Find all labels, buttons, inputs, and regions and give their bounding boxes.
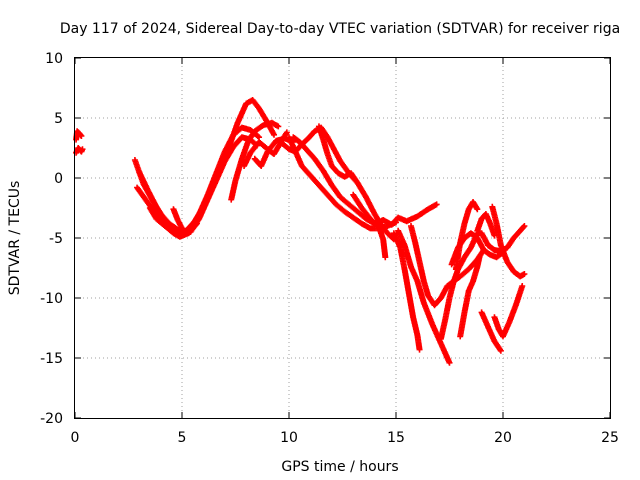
data-point bbox=[179, 225, 185, 232]
series-prn-o bbox=[350, 191, 389, 261]
y-tick-label: 5 bbox=[54, 111, 63, 127]
axis-ticks: 0 5 10 15 20 25 -20 -15 -10 -5 0 5 10 bbox=[40, 51, 619, 446]
series-prn-f bbox=[146, 205, 200, 240]
data-point bbox=[79, 146, 86, 153]
data-point bbox=[521, 223, 528, 229]
data-point bbox=[78, 133, 85, 139]
series-prn-g bbox=[170, 206, 185, 232]
series-prn-v bbox=[457, 254, 483, 340]
series-prn-e bbox=[136, 124, 263, 237]
plot-frame bbox=[74, 57, 611, 419]
data-point bbox=[519, 283, 526, 289]
data-series bbox=[73, 97, 528, 366]
y-tick-label: -20 bbox=[40, 411, 63, 427]
x-tick-label: 20 bbox=[494, 430, 512, 446]
series-prn-q bbox=[395, 227, 453, 366]
chart-title: Day 117 of 2024, Sidereal Day-to-day VTE… bbox=[60, 21, 620, 37]
x-tick-label: 5 bbox=[178, 430, 187, 446]
data-point bbox=[520, 223, 527, 230]
data-point bbox=[283, 129, 290, 136]
data-point bbox=[193, 221, 200, 228]
y-tick-label: -5 bbox=[49, 231, 63, 247]
series-prn-x bbox=[489, 203, 528, 280]
series-prn-p bbox=[390, 230, 423, 353]
data-point bbox=[446, 359, 453, 366]
x-tick-label: 25 bbox=[601, 430, 619, 446]
y-axis-label: SDTVAR / TECUs bbox=[7, 181, 23, 296]
x-axis-label: GPS time / hours bbox=[281, 459, 398, 475]
series-prn-z bbox=[478, 309, 504, 354]
y-tick-label: -15 bbox=[40, 351, 63, 367]
data-point bbox=[474, 206, 481, 213]
series-prn-h bbox=[228, 119, 282, 203]
data-point bbox=[433, 201, 440, 208]
data-point bbox=[497, 347, 504, 354]
data-point bbox=[271, 131, 278, 138]
y-tick-label: -10 bbox=[40, 291, 63, 307]
data-point bbox=[497, 346, 504, 353]
x-tick-label: 0 bbox=[71, 430, 80, 446]
data-point bbox=[521, 271, 528, 277]
series-prn-u bbox=[448, 230, 506, 268]
data-point bbox=[416, 346, 423, 353]
y-tick-label: 0 bbox=[54, 171, 63, 187]
data-point bbox=[476, 254, 483, 261]
y-tick-label: 10 bbox=[45, 51, 63, 67]
data-point bbox=[382, 254, 389, 261]
series-prn-s bbox=[437, 223, 528, 342]
series-prn-y bbox=[491, 283, 526, 340]
data-point bbox=[275, 123, 282, 130]
series-prn-m bbox=[290, 134, 440, 228]
data-point bbox=[193, 220, 200, 227]
grid bbox=[75, 58, 610, 418]
x-tick-label: 15 bbox=[387, 430, 405, 446]
series-prn-w bbox=[474, 211, 498, 239]
x-tick-label: 10 bbox=[280, 430, 298, 446]
